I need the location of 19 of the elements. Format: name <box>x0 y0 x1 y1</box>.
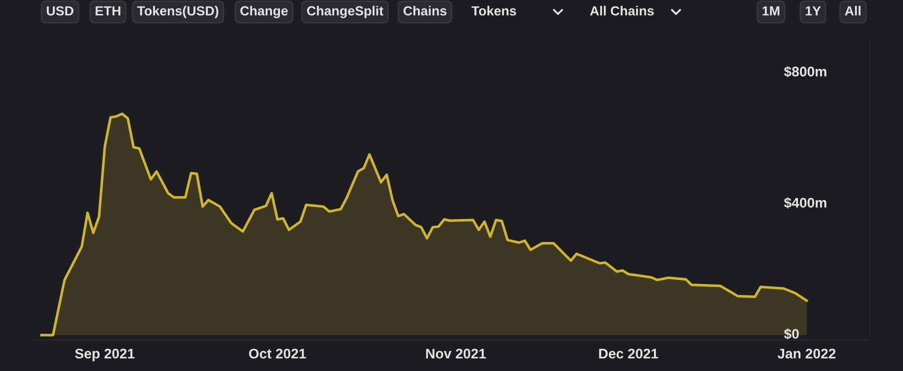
y-tick-label: $400m <box>784 197 826 209</box>
text: All Chains <box>590 6 654 16</box>
x-tick-label: Nov 2021 <box>426 348 486 359</box>
text: Change <box>240 6 288 18</box>
y-tick-label: $0 <box>784 328 799 340</box>
text: Tokens(USD) <box>137 6 218 18</box>
y-tick-label: $800m <box>784 66 826 78</box>
text: ChangeSplit <box>307 6 384 18</box>
text: ETH <box>96 6 120 16</box>
text: USD <box>46 6 74 16</box>
text: Chains <box>404 6 446 16</box>
text: 1M <box>762 6 780 16</box>
x-tick-label: Oct 2021 <box>249 348 306 359</box>
text: 1Y <box>806 6 821 16</box>
x-tick-label: Sep 2021 <box>75 348 135 362</box>
text: Tokens <box>472 6 516 16</box>
text: All <box>844 6 860 16</box>
x-tick-label: Dec 2021 <box>599 348 658 359</box>
x-tick-label: Jan 2022 <box>778 348 836 359</box>
